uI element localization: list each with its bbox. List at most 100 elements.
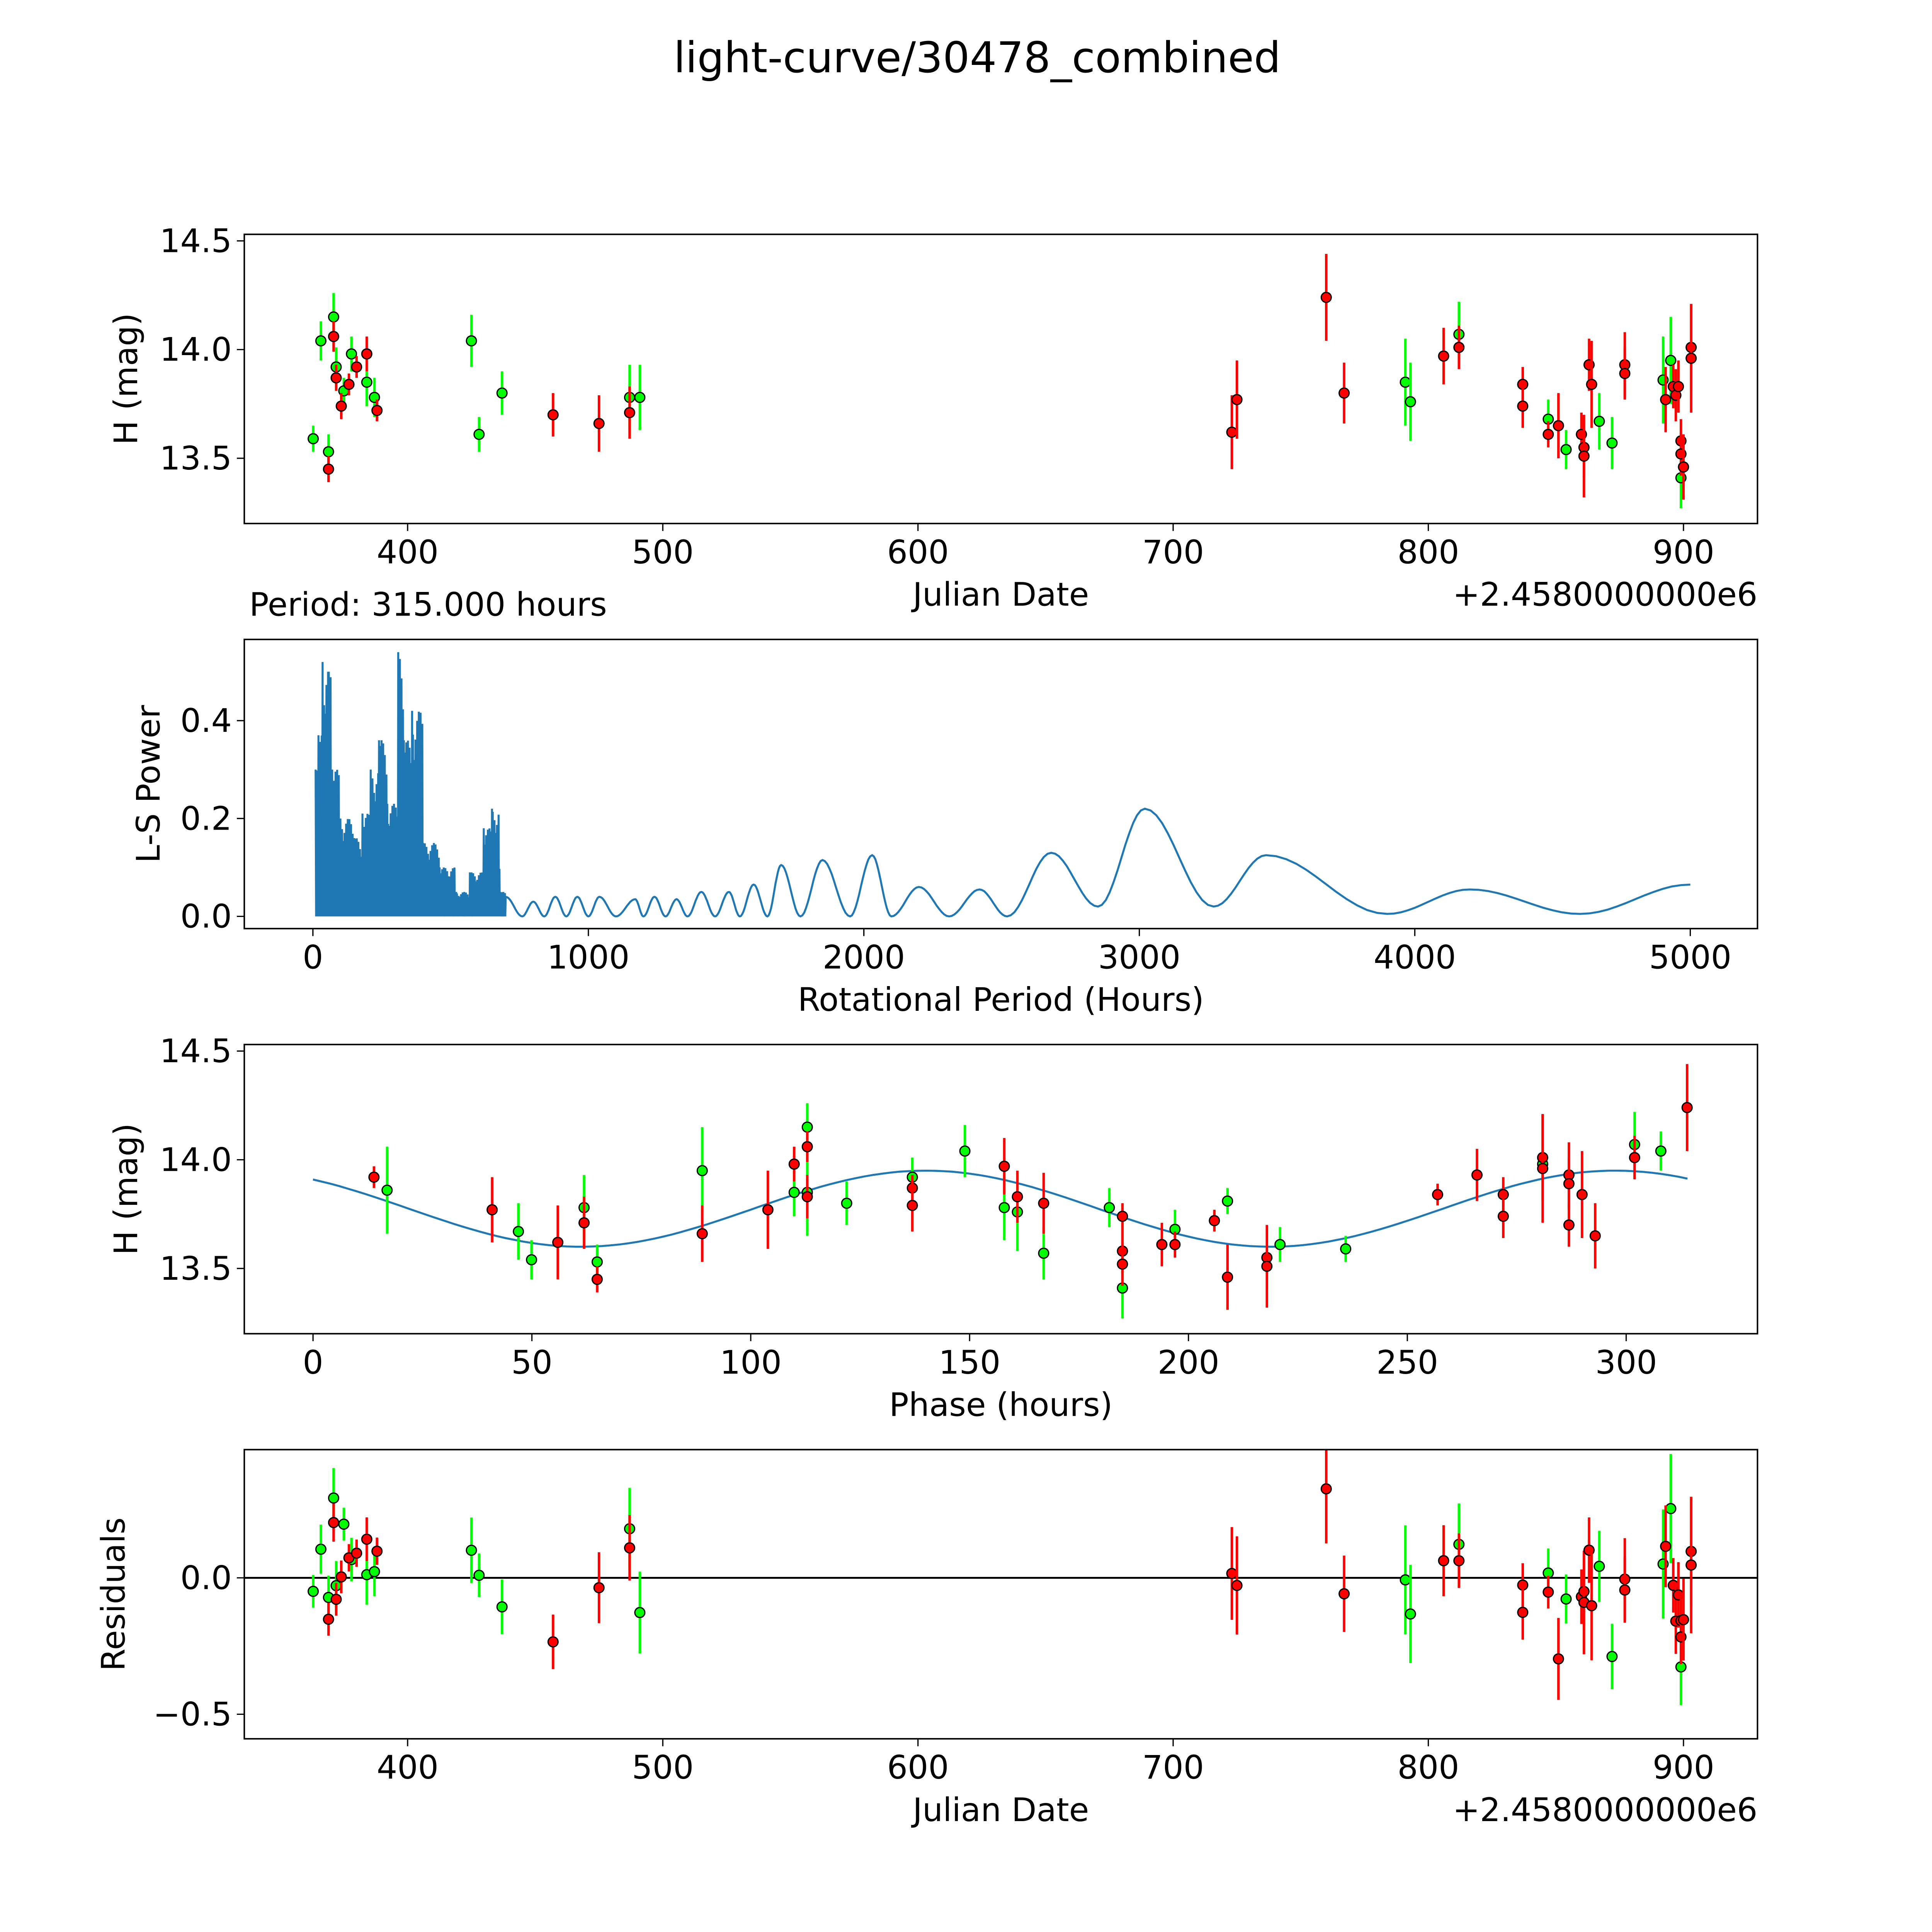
lc-red-point xyxy=(593,418,605,429)
lc-red-point xyxy=(1685,352,1697,364)
phased-red-point xyxy=(1537,1163,1548,1174)
lc-red-point xyxy=(323,463,334,475)
phased-green-point xyxy=(959,1145,971,1157)
residual-red-point xyxy=(1320,1483,1332,1495)
x-tick-label: 900 xyxy=(1653,1748,1714,1786)
phased-red-point xyxy=(1471,1169,1483,1181)
residual-red-point xyxy=(593,1582,605,1594)
residual-green-point xyxy=(369,1566,380,1577)
lc-red-point xyxy=(1660,394,1672,405)
phased-green-point xyxy=(1274,1239,1286,1250)
x-offset-label: +2.4580000000e6 xyxy=(1453,1791,1758,1829)
x-axis-label: Julian Date xyxy=(911,576,1089,614)
period-label: Period: 315.000 hours xyxy=(249,586,607,624)
residual-green-point xyxy=(473,1570,485,1581)
lc-red-point xyxy=(1619,368,1631,379)
phased-red-point xyxy=(486,1204,498,1216)
x-tick-label: 800 xyxy=(1397,533,1459,571)
plot-area xyxy=(313,1064,1693,1319)
phased-red-point xyxy=(1563,1178,1575,1189)
y-tick-label: −0.5 xyxy=(153,1695,232,1733)
phased-red-point xyxy=(1117,1259,1128,1270)
x-tick-label: 800 xyxy=(1397,1748,1459,1786)
residual-red-point xyxy=(1553,1653,1564,1665)
lc-green-point xyxy=(315,335,327,347)
x-tick-label: 4000 xyxy=(1374,938,1456,976)
phased-green-point xyxy=(1038,1247,1049,1259)
phased-red-point xyxy=(1012,1191,1023,1202)
residual-green-point xyxy=(466,1544,477,1556)
lc-red-point xyxy=(328,331,339,342)
residual-red-point xyxy=(323,1614,334,1625)
x-tick-label: 500 xyxy=(632,533,694,571)
residual-green-point xyxy=(1606,1651,1618,1662)
x-offset-label: +2.4580000000e6 xyxy=(1453,576,1758,614)
y-axis-label: Residuals xyxy=(95,1517,133,1671)
y-tick-label: 13.5 xyxy=(160,439,232,477)
x-tick-label: 500 xyxy=(632,1748,694,1786)
phased-green-point xyxy=(1655,1145,1667,1157)
y-tick-label: 13.5 xyxy=(160,1250,232,1287)
lc-red-point xyxy=(1231,394,1243,405)
lc-green-point xyxy=(466,335,477,347)
axes-frame xyxy=(243,1449,1759,1740)
lc-red-point xyxy=(361,348,372,360)
y-tick-label: 0.4 xyxy=(180,702,232,740)
x-tick-label: 2000 xyxy=(823,938,905,976)
residual-red-point xyxy=(335,1571,347,1583)
phased-red-point xyxy=(696,1228,708,1240)
x-tick-label: 900 xyxy=(1653,533,1714,571)
x-tick-label: 50 xyxy=(511,1344,553,1381)
residual-red-point xyxy=(1619,1584,1631,1596)
residual-red-point xyxy=(1543,1586,1554,1598)
y-axis-label: L-S Power xyxy=(129,705,167,863)
lc-red-point xyxy=(351,361,362,373)
plot-area xyxy=(308,254,1697,509)
residual-red-point xyxy=(1226,1568,1238,1579)
phased-red-point xyxy=(1681,1102,1693,1113)
model-curve xyxy=(313,1170,1688,1248)
phased-green-point xyxy=(998,1202,1010,1213)
lc-green-point xyxy=(473,429,485,440)
phased-green-point xyxy=(696,1165,708,1177)
phased-red-point xyxy=(578,1217,590,1229)
lc-red-point xyxy=(1320,292,1332,303)
lc-red-point xyxy=(335,400,347,412)
periodogram-panel: 0 1000 2000 3000 4000 5000 0.0 0.2 0.4 Rotational… xyxy=(129,638,1759,1019)
lc-red-point xyxy=(1586,379,1597,390)
phased-red-point xyxy=(762,1204,774,1216)
lc-red-point xyxy=(1338,387,1350,399)
lc-red-point xyxy=(1578,450,1590,462)
phased-green-point xyxy=(841,1197,852,1209)
periodogram-line xyxy=(315,652,1690,918)
residual-red-point xyxy=(1231,1580,1243,1591)
x-axis-label: Julian Date xyxy=(911,1791,1089,1829)
figure-title: light-curve/30478_combined xyxy=(673,33,1281,82)
residual-green-point xyxy=(315,1543,327,1555)
x-axis-label: Phase (hours) xyxy=(889,1386,1112,1424)
lc-red-point xyxy=(1673,381,1684,392)
phased-red-point xyxy=(1589,1230,1601,1242)
lc-red-point xyxy=(371,405,383,416)
axes-frame xyxy=(243,638,1759,930)
lc-green-point xyxy=(1665,355,1677,366)
x-tick-label: 5000 xyxy=(1649,938,1731,976)
phased-red-point xyxy=(801,1141,813,1153)
residual-green-point xyxy=(496,1601,508,1613)
residual-green-point xyxy=(338,1519,350,1530)
phased-green-point xyxy=(526,1254,537,1265)
x-tick-label: 150 xyxy=(939,1344,1000,1381)
x-tick-label: 1000 xyxy=(547,938,629,976)
residual-red-point xyxy=(1660,1541,1672,1552)
x-tick-label: 200 xyxy=(1158,1344,1219,1381)
phased-red-point xyxy=(1629,1152,1640,1163)
phased-red-point xyxy=(1117,1211,1128,1222)
phased-green-point xyxy=(788,1187,800,1198)
lc-red-point xyxy=(1678,461,1689,473)
phased-panel: 0 50 100 150 200 250 300 13.5 14.0 14.5 Phase (hou… xyxy=(107,1032,1759,1424)
lc-green-point xyxy=(323,446,334,457)
residual-red-point xyxy=(351,1548,362,1559)
phased-green-point xyxy=(592,1256,603,1268)
x-axis-label: Rotational Period (Hours) xyxy=(798,981,1204,1019)
